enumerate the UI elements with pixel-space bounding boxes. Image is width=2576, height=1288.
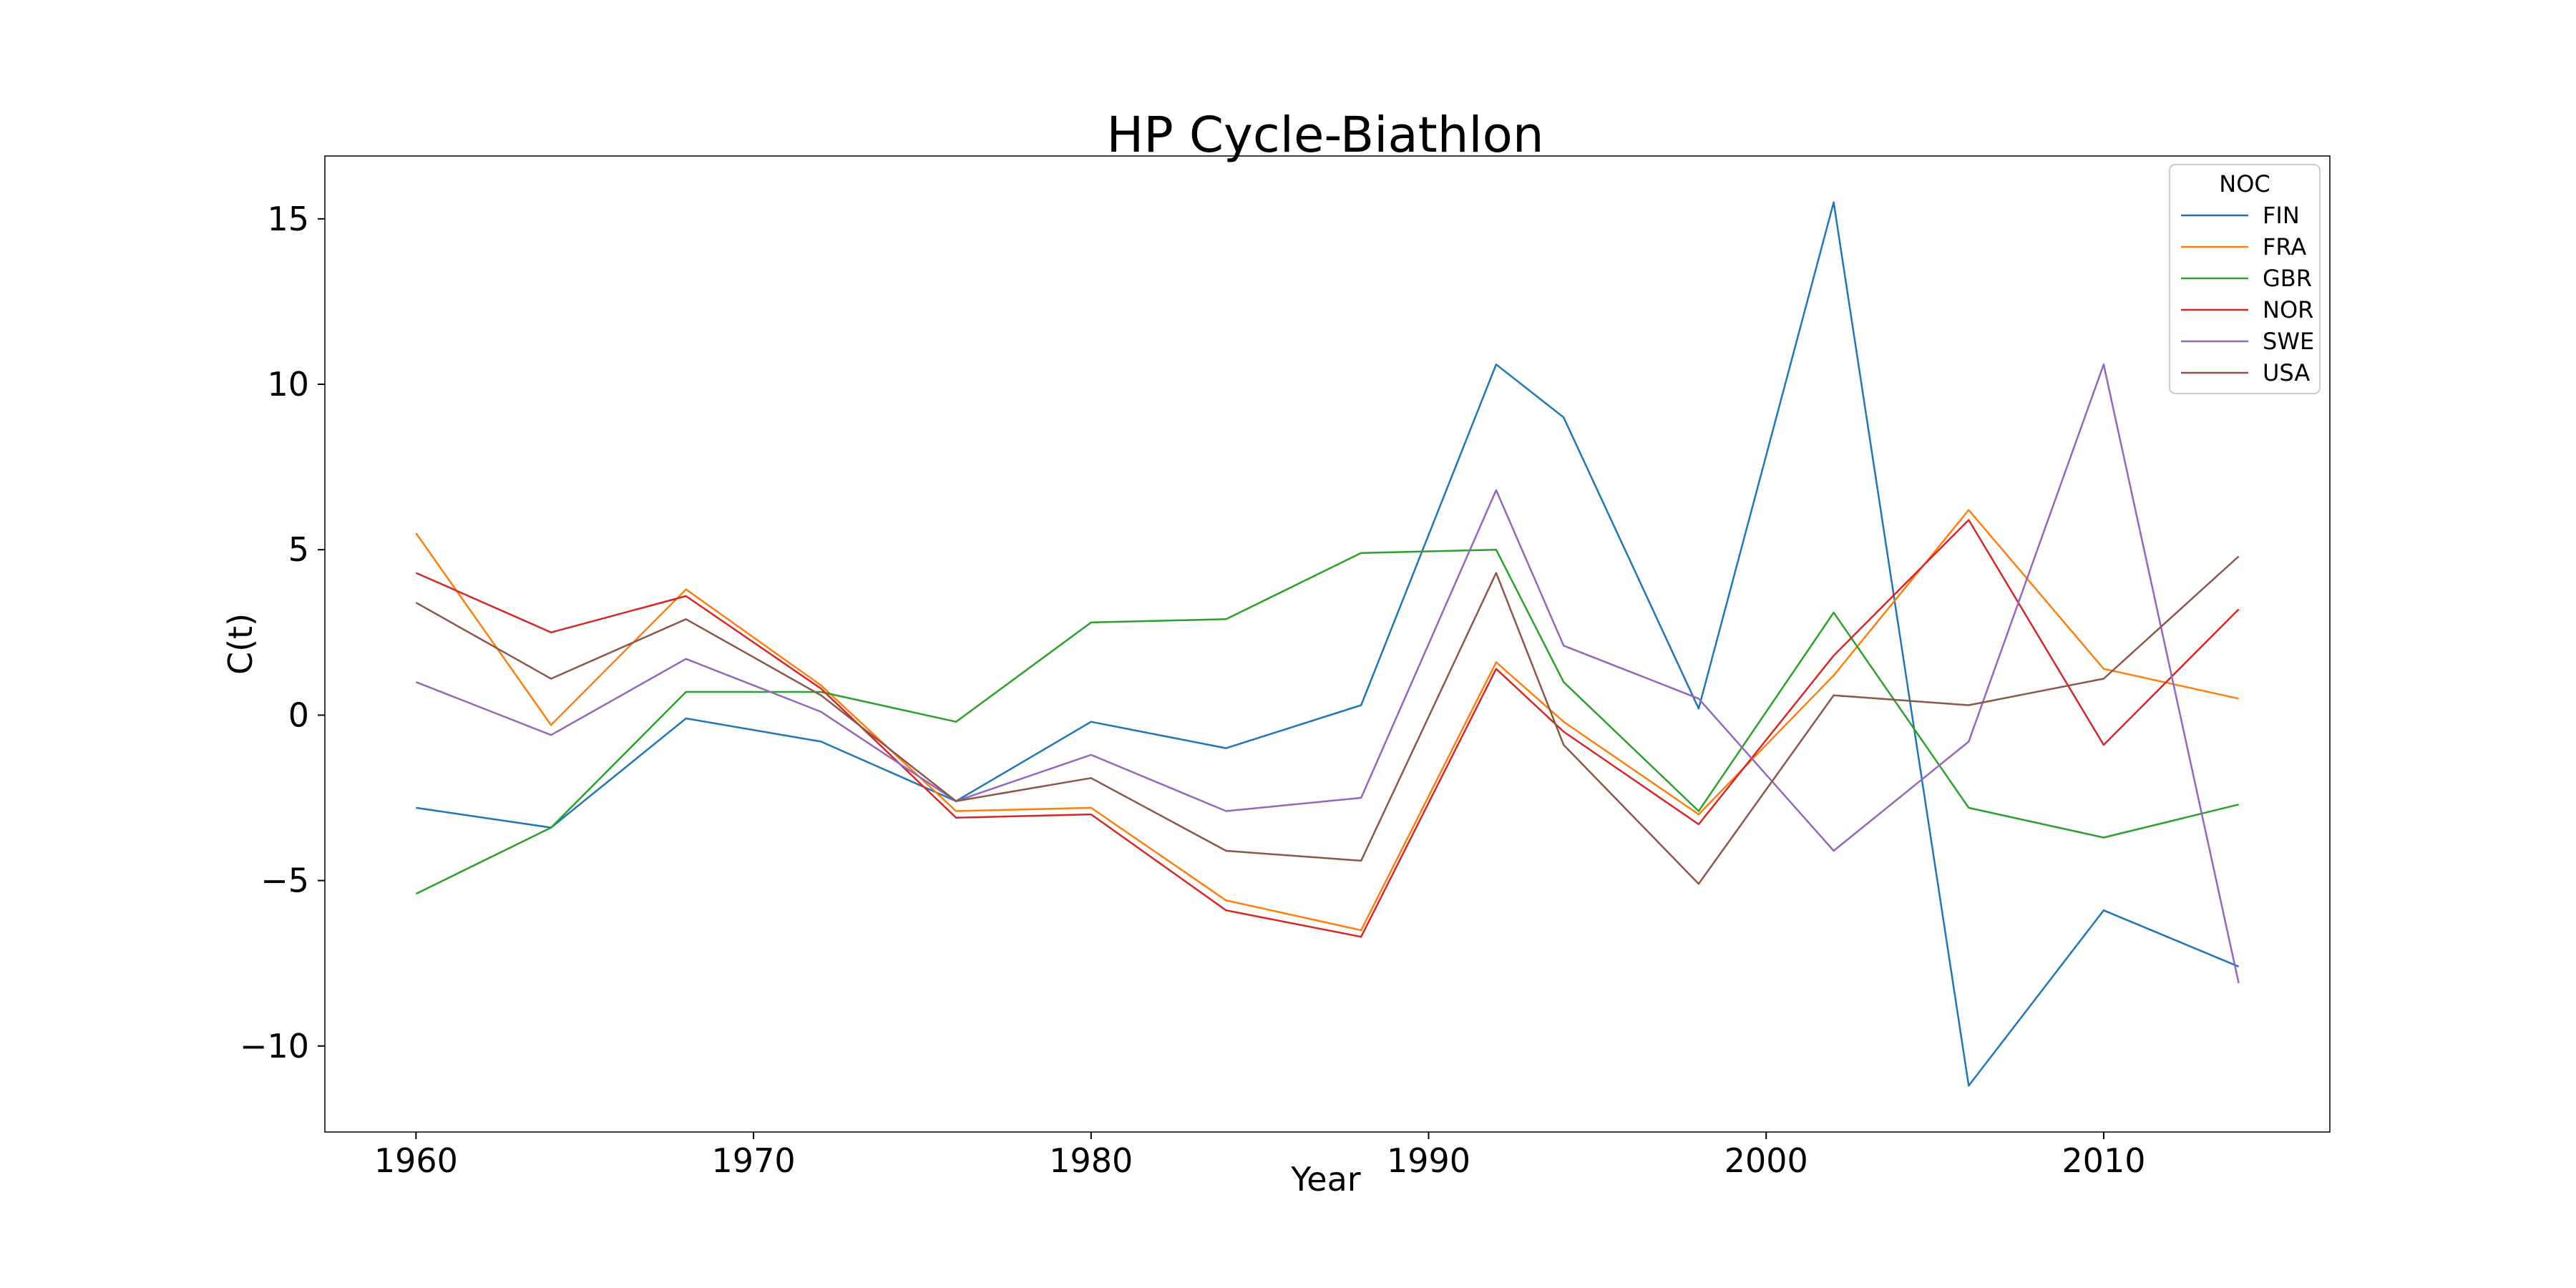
legend-label: FRA xyxy=(2263,233,2306,260)
y-tick-label: 5 xyxy=(288,530,309,569)
y-tick-label: 15 xyxy=(267,200,309,238)
series-line-gbr xyxy=(415,548,2239,895)
y-axis-label: C(t) xyxy=(221,613,260,675)
series-line-swe xyxy=(415,364,2240,984)
series-line-usa xyxy=(415,555,2240,885)
x-tick-label: 1960 xyxy=(374,1141,458,1180)
y-tick-label: 0 xyxy=(288,696,309,734)
legend: NOC FIN FRA GBR NOR SWE USA xyxy=(2169,164,2321,394)
x-tick-label: 2010 xyxy=(2062,1141,2145,1180)
y-tick-label: 10 xyxy=(267,365,309,404)
x-tick-label: 1990 xyxy=(1387,1141,1470,1180)
legend-entry-swe: SWE xyxy=(2181,328,2314,355)
y-axis: 15 10 5 0 −5 −10 xyxy=(240,200,325,1065)
legend-label: FIN xyxy=(2263,202,2300,229)
x-axis: 1960 1970 1980 1990 2000 2010 xyxy=(374,1132,2145,1180)
legend-label: NOR xyxy=(2263,296,2313,323)
plot-frame xyxy=(324,155,2331,1133)
legend-title: NOC xyxy=(2219,170,2270,197)
legend-entries: FIN FRA GBR NOR SWE USA xyxy=(2181,202,2314,386)
legend-entry-nor: NOR xyxy=(2181,296,2313,323)
y-tick-label: −5 xyxy=(260,862,309,900)
chart-title: HP Cycle-Biathlon xyxy=(1106,107,1543,164)
legend-label: USA xyxy=(2263,359,2310,386)
legend-label: GBR xyxy=(2263,265,2312,292)
x-tick-label: 2000 xyxy=(1724,1141,1808,1180)
x-tick-label: 1970 xyxy=(712,1141,796,1180)
legend-entry-gbr: GBR xyxy=(2181,265,2312,292)
series-line-fin xyxy=(416,201,2240,1087)
x-tick-label: 1980 xyxy=(1049,1141,1133,1180)
plot-lines xyxy=(415,201,2240,1087)
legend-label: SWE xyxy=(2263,328,2314,355)
legend-entry-fin: FIN xyxy=(2181,202,2300,229)
series-line-nor xyxy=(415,519,2240,938)
legend-entry-fra: FRA xyxy=(2181,233,2306,260)
x-axis-label: Year xyxy=(1290,1160,1360,1199)
legend-entry-usa: USA xyxy=(2181,359,2310,386)
y-tick-label: −10 xyxy=(240,1027,309,1065)
